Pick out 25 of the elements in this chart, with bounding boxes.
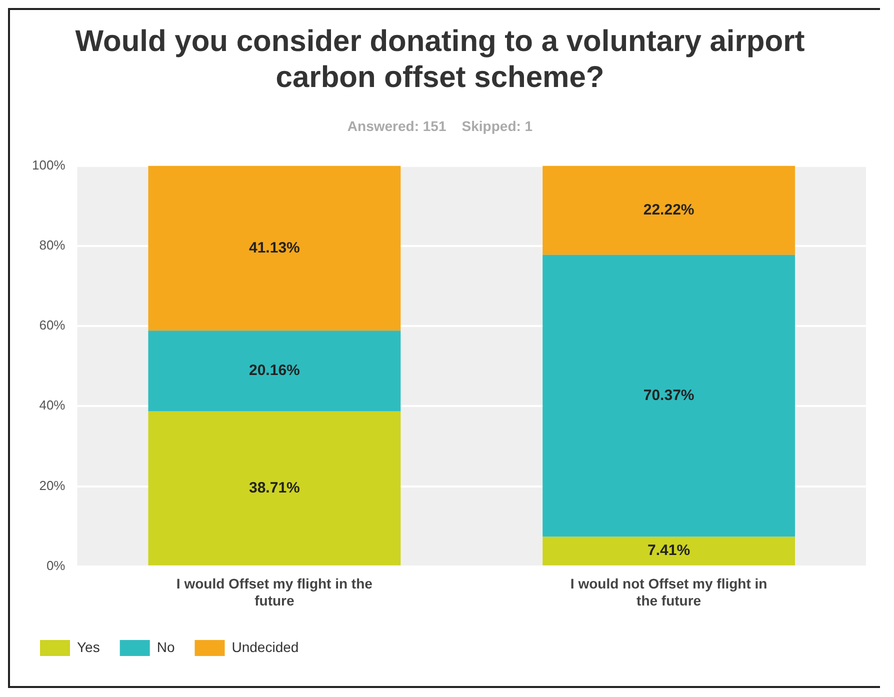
- bar: [148, 411, 401, 566]
- legend-label: Yes: [77, 638, 100, 655]
- legend-label: No: [156, 638, 175, 655]
- legend-label: Undecided: [232, 638, 299, 655]
- bar: [148, 166, 401, 331]
- bar: [542, 536, 796, 566]
- chart-title: Would you consider donating to a voluntary airport carbon offset scheme?: [74, 24, 806, 96]
- y-tick-label: 0%: [46, 558, 66, 573]
- y-tick-label: 80%: [39, 238, 66, 252]
- x-tick-label: I would Offset my flight in the future: [176, 576, 373, 608]
- y-tick-label: 20%: [39, 478, 66, 493]
- data-label: 7.41%: [648, 542, 690, 560]
- chart-subtitle: Answered: 151 Skipped: 1: [346, 118, 534, 134]
- data-label: 38.71%: [249, 480, 300, 497]
- bar: [542, 166, 796, 255]
- y-tick-label: 100%: [32, 157, 66, 172]
- data-label: 20.16%: [249, 362, 300, 380]
- x-tick-label: I would not Offset my flight in the future: [570, 576, 768, 608]
- bar: [148, 330, 401, 412]
- bar: [542, 254, 796, 537]
- data-label: 70.37%: [643, 386, 694, 404]
- y-tick-label: 60%: [39, 318, 66, 333]
- y-tick-label: 40%: [39, 398, 66, 413]
- data-label: 41.13%: [249, 239, 300, 256]
- data-label: 22.22%: [643, 201, 694, 218]
